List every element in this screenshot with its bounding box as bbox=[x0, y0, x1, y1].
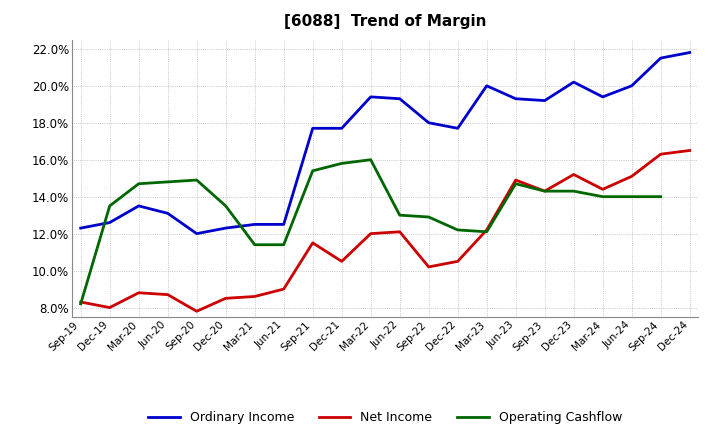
Line: Ordinary Income: Ordinary Income bbox=[81, 52, 690, 234]
Operating Cashflow bbox=[163, 179, 172, 184]
Ordinary Income bbox=[366, 94, 375, 99]
Title: [6088]  Trend of Margin: [6088] Trend of Margin bbox=[284, 14, 487, 29]
Ordinary Income bbox=[511, 96, 520, 101]
Ordinary Income bbox=[541, 98, 549, 103]
Operating Cashflow bbox=[366, 157, 375, 162]
Ordinary Income bbox=[454, 126, 462, 131]
Ordinary Income bbox=[76, 225, 85, 231]
Net Income bbox=[657, 151, 665, 157]
Net Income bbox=[570, 172, 578, 177]
Line: Net Income: Net Income bbox=[81, 150, 690, 311]
Ordinary Income bbox=[685, 50, 694, 55]
Operating Cashflow bbox=[454, 227, 462, 233]
Ordinary Income bbox=[135, 203, 143, 209]
Ordinary Income bbox=[221, 225, 230, 231]
Operating Cashflow bbox=[135, 181, 143, 187]
Net Income bbox=[366, 231, 375, 236]
Net Income bbox=[221, 296, 230, 301]
Ordinary Income bbox=[163, 211, 172, 216]
Net Income bbox=[76, 299, 85, 304]
Operating Cashflow bbox=[570, 188, 578, 194]
Net Income bbox=[251, 294, 259, 299]
Net Income bbox=[598, 187, 607, 192]
Line: Operating Cashflow: Operating Cashflow bbox=[81, 160, 661, 304]
Operating Cashflow bbox=[192, 177, 201, 183]
Ordinary Income bbox=[657, 55, 665, 61]
Operating Cashflow bbox=[541, 188, 549, 194]
Operating Cashflow bbox=[251, 242, 259, 247]
Operating Cashflow bbox=[627, 194, 636, 199]
Ordinary Income bbox=[424, 120, 433, 125]
Net Income bbox=[627, 174, 636, 179]
Ordinary Income bbox=[308, 126, 317, 131]
Operating Cashflow bbox=[76, 301, 85, 307]
Net Income bbox=[163, 292, 172, 297]
Ordinary Income bbox=[338, 126, 346, 131]
Operating Cashflow bbox=[338, 161, 346, 166]
Net Income bbox=[135, 290, 143, 295]
Operating Cashflow bbox=[511, 181, 520, 187]
Net Income bbox=[685, 148, 694, 153]
Operating Cashflow bbox=[105, 203, 114, 209]
Ordinary Income bbox=[105, 220, 114, 225]
Net Income bbox=[424, 264, 433, 270]
Ordinary Income bbox=[251, 222, 259, 227]
Operating Cashflow bbox=[395, 213, 404, 218]
Ordinary Income bbox=[570, 80, 578, 85]
Operating Cashflow bbox=[424, 214, 433, 220]
Legend: Ordinary Income, Net Income, Operating Cashflow: Ordinary Income, Net Income, Operating C… bbox=[143, 406, 627, 429]
Ordinary Income bbox=[482, 83, 491, 88]
Operating Cashflow bbox=[482, 229, 491, 235]
Ordinary Income bbox=[627, 83, 636, 88]
Net Income bbox=[454, 259, 462, 264]
Operating Cashflow bbox=[279, 242, 288, 247]
Ordinary Income bbox=[395, 96, 404, 101]
Net Income bbox=[511, 177, 520, 183]
Net Income bbox=[308, 240, 317, 246]
Ordinary Income bbox=[279, 222, 288, 227]
Net Income bbox=[338, 259, 346, 264]
Net Income bbox=[482, 227, 491, 233]
Ordinary Income bbox=[192, 231, 201, 236]
Net Income bbox=[541, 188, 549, 194]
Operating Cashflow bbox=[308, 168, 317, 173]
Net Income bbox=[192, 308, 201, 314]
Net Income bbox=[105, 305, 114, 310]
Ordinary Income bbox=[598, 94, 607, 99]
Operating Cashflow bbox=[598, 194, 607, 199]
Net Income bbox=[395, 229, 404, 235]
Net Income bbox=[279, 286, 288, 292]
Operating Cashflow bbox=[657, 194, 665, 199]
Operating Cashflow bbox=[221, 203, 230, 209]
